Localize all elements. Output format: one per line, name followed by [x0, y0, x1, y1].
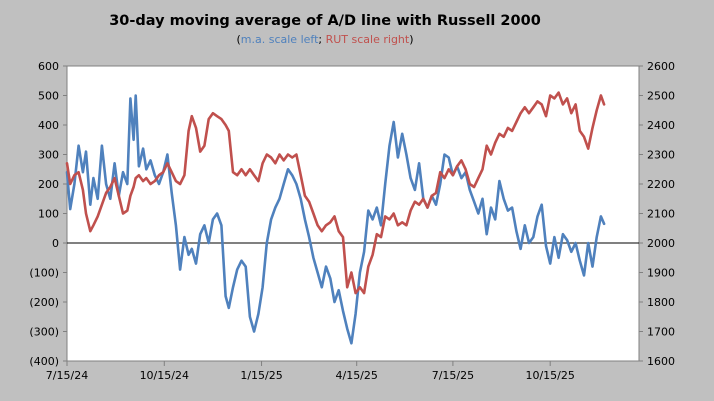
- y-left-tick-label: 0: [52, 237, 59, 250]
- chart-subtitle: (m.a. scale left; RUT scale right): [0, 33, 650, 46]
- ad-ma-series-line: [65, 94, 606, 345]
- x-tick-label: 1/15/25: [240, 369, 282, 382]
- y-left-tick-label: (200): [29, 296, 59, 309]
- y-right-tick-label: 1700: [647, 326, 675, 339]
- x-tick-label: 7/15/24: [46, 369, 88, 382]
- y-right-tick-label: 2500: [647, 90, 675, 103]
- y-left-tick-label: (100): [29, 267, 59, 280]
- y-right-tick-label: 2300: [647, 149, 675, 162]
- subtitle-close-paren: ): [409, 33, 414, 46]
- x-tick-label: 4/15/25: [335, 369, 377, 382]
- y-left-tick-label: 100: [38, 208, 59, 221]
- chart-title: 30-day moving average of A/D line with R…: [109, 13, 541, 29]
- subtitle-separator: ;: [318, 33, 323, 46]
- y-right-tick-label: 1800: [647, 296, 675, 309]
- plot-area: [66, 65, 640, 362]
- y-right-tick-label: 2400: [647, 119, 675, 132]
- axes-layer: (400) (300) (200) (100) 0 100 200 300 400 500 600 1…: [29, 60, 675, 382]
- y-right-tick-label: 1900: [647, 267, 675, 280]
- y-right-tick-label: 2100: [647, 208, 675, 221]
- rut-series-line: [65, 91, 606, 295]
- y-left-tick-label: 600: [38, 60, 59, 73]
- y-left-tick-label: 500: [38, 90, 59, 103]
- y-right-tick-label: 2000: [647, 237, 675, 250]
- y-right-tick-label: 1600: [647, 355, 675, 368]
- subtitle-open-paren: (: [236, 33, 241, 46]
- y-right-tick-label: 2600: [647, 60, 675, 73]
- y-left-tick-label: (300): [29, 326, 59, 339]
- y-left-tick-label: 200: [38, 178, 59, 191]
- y-left-tick-label: (400): [29, 355, 59, 368]
- y-right-tick-label: 2200: [647, 178, 675, 191]
- subtitle-left-note: m.a. scale left: [240, 33, 319, 46]
- subtitle-right-note: RUT scale right: [325, 33, 410, 46]
- y-left-tick-label: 400: [38, 119, 59, 132]
- x-tick-label: 10/15/25: [525, 369, 574, 382]
- x-tick-label: 10/15/24: [140, 369, 189, 382]
- y-left-tick-label: 300: [38, 149, 59, 162]
- series-layer: [65, 91, 606, 345]
- x-tick-label: 7/15/25: [432, 369, 474, 382]
